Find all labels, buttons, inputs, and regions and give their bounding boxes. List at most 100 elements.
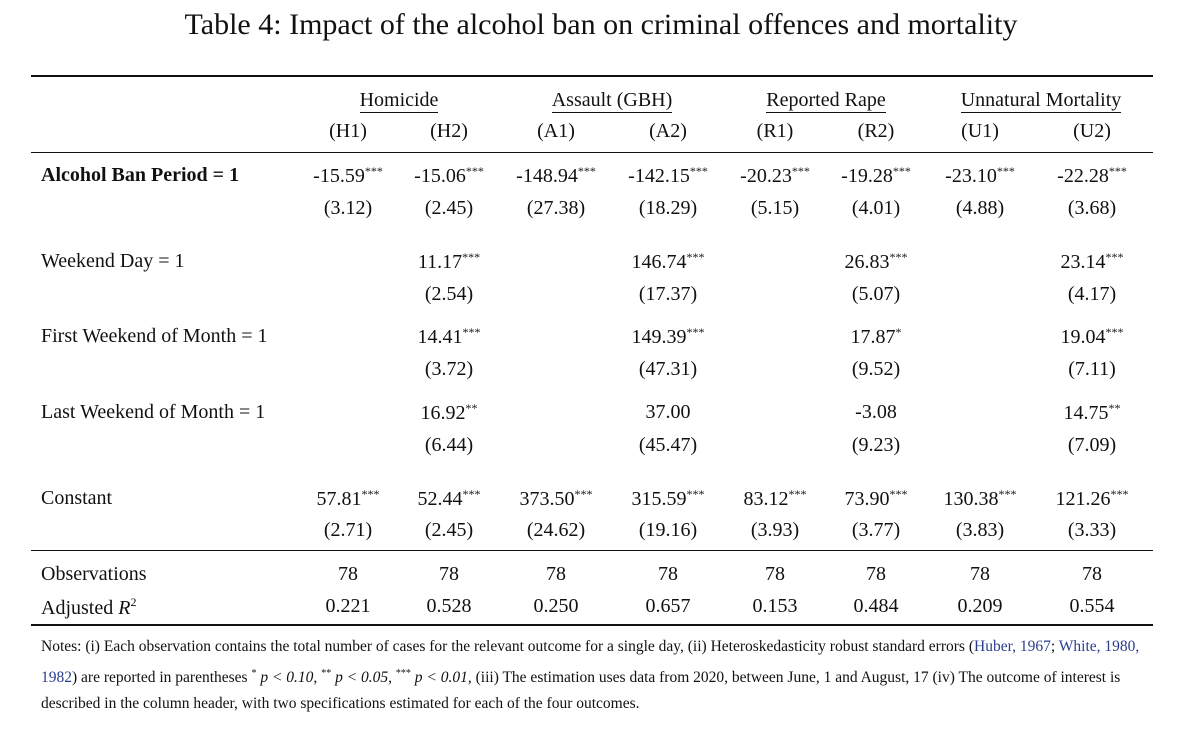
standard-error-cell: (3.12) [323, 197, 373, 219]
coefficient-value: 73.90 [844, 488, 890, 510]
coefficient-value: -23.10 [945, 165, 997, 187]
row-label: Alcohol Ban Period = 1 [41, 164, 240, 186]
significance-stars: *** [686, 325, 705, 339]
coefficient-value: -142.15 [628, 165, 690, 187]
significance-stars: *** [892, 164, 911, 178]
group-header-rape: Reported Rape [766, 89, 886, 113]
group-header-homicide: Homicide [359, 89, 439, 113]
significance-stars: *** [996, 164, 1015, 178]
stat-value: 0.153 [752, 595, 798, 617]
coefficient-value: -15.06 [414, 165, 466, 187]
coefficient-value: 57.81 [316, 488, 362, 510]
coefficient-cell: 57.81*** [289, 487, 407, 511]
coefficient-cell: -19.28*** [817, 164, 935, 188]
standard-error-cell: (3.83) [955, 519, 1005, 541]
group-header-mortality: Unnatural Mortality [960, 89, 1122, 113]
standard-error-cell: (3.33) [1067, 519, 1117, 541]
significance-stars: *** [465, 164, 484, 178]
row-label: Last Weekend of Month = 1 [41, 401, 266, 423]
stat-label-superscript: 2 [130, 595, 137, 609]
column-header: (H2) [430, 120, 468, 142]
significance-stars: *** [462, 487, 481, 501]
coefficient-cell: -23.10*** [921, 164, 1039, 188]
column-header: (A1) [537, 120, 575, 142]
standard-error-cell: (2.54) [424, 283, 474, 305]
column-header: (H1) [329, 120, 367, 142]
coefficient-value: 17.87 [850, 326, 896, 348]
column-header: (U2) [1073, 120, 1111, 142]
standard-error-cell: (17.37) [638, 283, 698, 305]
standard-error-cell: (19.16) [638, 519, 698, 541]
significance-stars: *** [1105, 250, 1124, 264]
header-rule [31, 152, 1153, 153]
significance-stars: *** [462, 250, 481, 264]
stat-value: 78 [658, 563, 678, 585]
stat-value: 78 [765, 563, 785, 585]
coefficient-value: 373.50 [519, 488, 575, 510]
coefficient-cell: 23.14*** [1033, 250, 1151, 274]
column-header: (U1) [961, 120, 999, 142]
standard-error-cell: (24.62) [526, 519, 586, 541]
significance-stars: *** [689, 164, 708, 178]
significance-stars: *** [788, 487, 807, 501]
significance-stars: *** [1105, 325, 1124, 339]
stat-value: 0.250 [533, 595, 579, 617]
row-label: First Weekend of Month = 1 [41, 325, 268, 347]
row-label: Constant [41, 487, 113, 509]
italic-r: R [118, 597, 131, 619]
column-header: (R2) [857, 120, 895, 142]
table-title: Table 4: Impact of the alcohol ban on cr… [184, 8, 1018, 41]
coefficient-value: 121.26 [1055, 488, 1111, 510]
coefficient-cell: 52.44*** [390, 487, 508, 511]
significance-stars: *** [577, 164, 596, 178]
coefficient-value: 315.59 [631, 488, 687, 510]
citation-white[interactable]: White, 1980, 1982 [41, 638, 1140, 686]
standard-error-cell: (45.47) [638, 434, 698, 456]
standard-error-cell: (3.77) [851, 519, 901, 541]
coefficient-cell: 130.38*** [921, 487, 1039, 511]
standard-error-cell: (2.71) [323, 519, 373, 541]
standard-error-cell: (5.07) [851, 283, 901, 305]
coefficient-cell: 19.04*** [1033, 325, 1151, 349]
significance-stars: *** [686, 487, 705, 501]
coefficient-cell: -15.59*** [289, 164, 407, 188]
coefficient-value: 130.38 [943, 488, 999, 510]
standard-error-cell: (4.88) [955, 197, 1005, 219]
significance-stars: *** [889, 487, 908, 501]
standard-error-cell: (7.09) [1067, 434, 1117, 456]
stat-value: 78 [439, 563, 459, 585]
stat-value: 78 [970, 563, 990, 585]
standard-error-cell: (9.52) [851, 358, 901, 380]
coefficient-value: 16.92 [420, 402, 466, 424]
coefficient-value: 149.39 [631, 326, 687, 348]
stat-value: 78 [546, 563, 566, 585]
stat-label-text: Adjusted R [41, 597, 131, 619]
significance-stars: *** [686, 250, 705, 264]
stats-rule [31, 550, 1153, 551]
stat-value: 0.209 [957, 595, 1003, 617]
top-rule [31, 75, 1153, 77]
standard-error-cell: (2.45) [424, 519, 474, 541]
standard-error-cell: (2.45) [424, 197, 474, 219]
coefficient-value: 26.83 [844, 251, 890, 273]
coefficient-value: 52.44 [417, 488, 463, 510]
significance-stars: ** [1108, 401, 1121, 415]
citation-huber[interactable]: Huber, 1967 [974, 638, 1051, 655]
significance-stars: *** [364, 164, 383, 178]
significance-stars: *** [1108, 164, 1127, 178]
significance-stars: *** [361, 487, 380, 501]
coefficient-cell: 83.12*** [716, 487, 834, 511]
standard-error-cell: (5.15) [750, 197, 800, 219]
significance-stars: *** [889, 250, 908, 264]
standard-error-cell: (4.01) [851, 197, 901, 219]
standard-error-cell: (47.31) [638, 358, 698, 380]
standard-error-cell: (3.68) [1067, 197, 1117, 219]
coefficient-cell: 121.26*** [1033, 487, 1151, 511]
coefficient-cell: 315.59*** [609, 487, 727, 511]
stat-label-text: Observations [41, 563, 147, 585]
coefficient-cell: 14.75** [1033, 401, 1151, 425]
standard-error-cell: (27.38) [526, 197, 586, 219]
stat-value: 0.221 [325, 595, 371, 617]
coefficient-value: 11.17 [417, 251, 463, 273]
coefficient-value: 83.12 [743, 488, 789, 510]
